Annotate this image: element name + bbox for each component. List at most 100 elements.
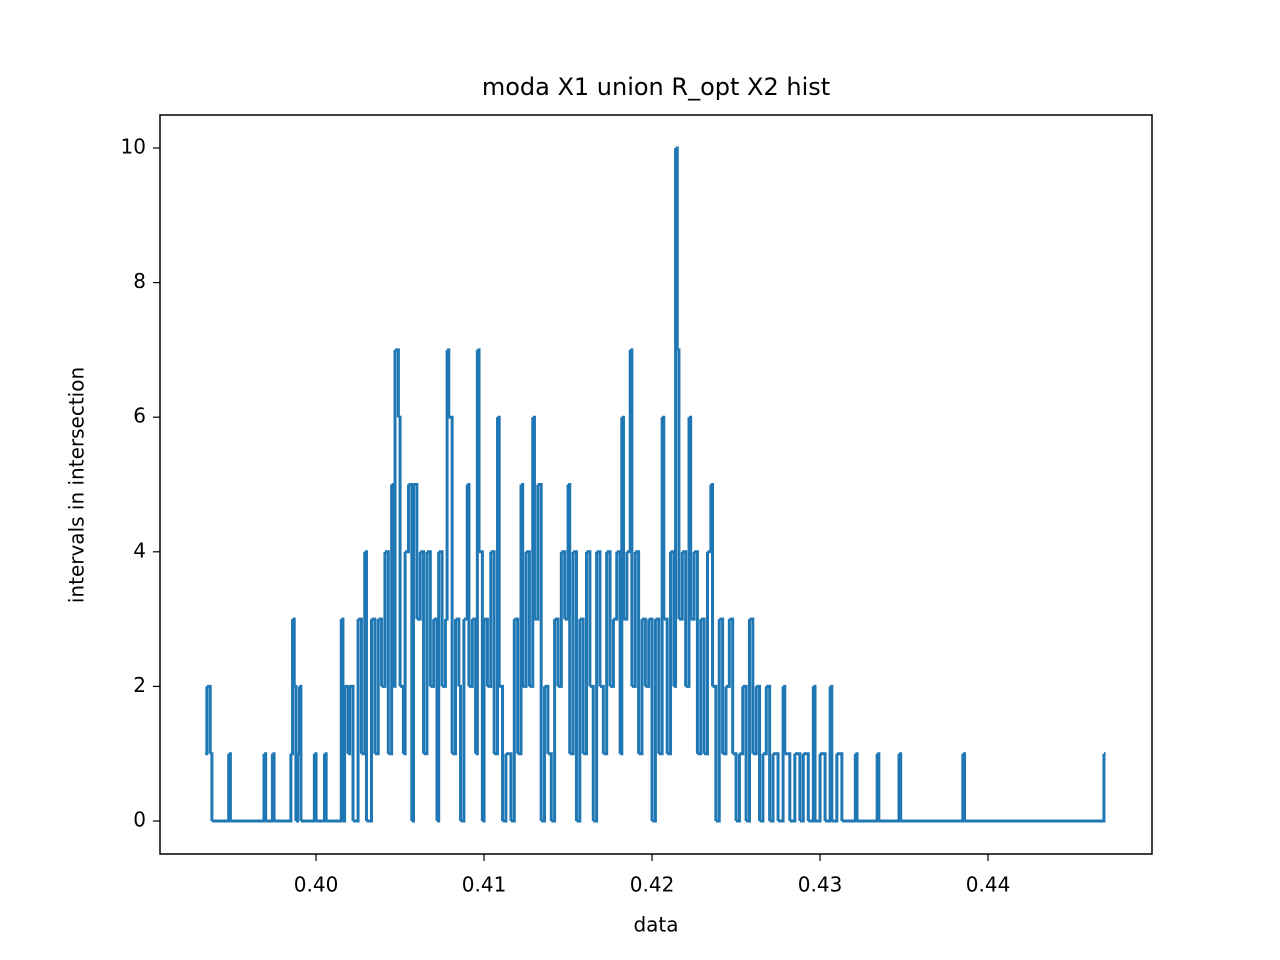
step-segment	[274, 753, 293, 823]
step-segment	[620, 417, 624, 756]
step-segment	[700, 617, 706, 754]
step-segment	[541, 686, 547, 823]
step-segment	[353, 619, 360, 823]
step-segment	[877, 752, 881, 822]
step-segment	[482, 619, 486, 823]
step-segment	[517, 484, 523, 756]
step-segment	[568, 483, 572, 754]
step-segment	[749, 617, 755, 754]
step-segment	[475, 349, 479, 756]
step-segment	[408, 483, 414, 822]
step-segment	[689, 415, 693, 620]
step-segment	[583, 551, 589, 756]
step-segment	[964, 753, 1106, 823]
step-segment	[808, 686, 815, 823]
step-segment	[430, 619, 436, 688]
step-segment	[715, 619, 721, 823]
step-segment	[388, 484, 394, 756]
step-segment	[769, 753, 775, 823]
step-segment	[645, 619, 651, 688]
step-segment	[742, 684, 748, 822]
step-segment	[694, 550, 699, 754]
step-segment	[499, 684, 505, 822]
chart-title: moda X1 union R_opt X2 hist	[482, 73, 830, 101]
step-segment	[564, 484, 570, 621]
step-segment	[759, 753, 765, 823]
x-tick-label: 0.44	[966, 873, 1011, 897]
step-segment	[655, 617, 661, 754]
step-segment	[426, 550, 432, 687]
step-segment	[416, 551, 422, 621]
x-axis-label: data	[633, 913, 678, 937]
step-segment	[794, 752, 802, 822]
step-segment	[613, 551, 619, 621]
step-segment	[521, 483, 525, 687]
step-segment	[467, 483, 471, 687]
step-segment	[472, 617, 478, 754]
step-segment	[690, 551, 696, 621]
step-segment	[712, 684, 718, 822]
step-segment	[732, 752, 738, 822]
step-segment	[815, 753, 822, 823]
step-segment	[526, 550, 531, 687]
step-segment	[547, 752, 553, 822]
step-segment	[366, 619, 374, 823]
step-segment	[206, 684, 212, 754]
step-segment	[364, 550, 368, 822]
axes-frame	[159, 114, 1153, 855]
step-segment	[551, 619, 557, 823]
step-segment	[413, 483, 419, 620]
step-segment	[710, 483, 715, 687]
step-segment	[573, 550, 578, 822]
step-segment	[623, 551, 629, 621]
step-segment	[569, 551, 575, 756]
step-segment	[825, 686, 832, 823]
step-segment	[534, 484, 540, 621]
step-segment	[358, 617, 363, 754]
step-segment	[433, 617, 439, 822]
step-segment	[497, 415, 501, 687]
step-segment	[297, 686, 301, 756]
step-segment	[455, 617, 461, 687]
step-segment	[610, 619, 615, 688]
step-segment	[658, 417, 664, 756]
step-segment	[490, 550, 496, 754]
step-segment	[295, 753, 300, 823]
step-segment	[494, 417, 499, 756]
step-segment	[641, 617, 647, 687]
step-segment	[593, 551, 599, 823]
step-segment	[442, 619, 447, 688]
step-segment	[403, 551, 407, 756]
step-segment	[391, 483, 395, 687]
step-segment	[697, 619, 703, 756]
step-segment	[962, 752, 967, 822]
step-segment	[704, 551, 709, 756]
step-segment	[719, 617, 725, 754]
step-segment	[514, 617, 520, 754]
step-segment	[635, 550, 641, 754]
step-segment	[463, 484, 469, 621]
step-segment	[487, 551, 493, 688]
step-segment	[342, 686, 347, 823]
plot-area	[205, 146, 1106, 823]
step-segment	[393, 349, 397, 688]
step-segment	[510, 619, 516, 823]
step-segment	[290, 619, 295, 756]
step-segment	[685, 417, 691, 688]
step-segment	[324, 752, 328, 822]
step-segment	[783, 684, 787, 754]
step-segment	[682, 550, 688, 687]
step-segment	[586, 550, 592, 687]
step-segment	[756, 684, 762, 822]
step-segment	[316, 753, 326, 823]
step-segment	[437, 551, 441, 823]
step-segment	[675, 146, 679, 350]
step-segment	[371, 617, 377, 754]
step-segment	[326, 619, 343, 823]
step-segment	[589, 684, 595, 822]
step-segment	[420, 550, 426, 754]
y-tick-label: 6	[133, 404, 146, 428]
step-segment	[621, 415, 625, 620]
step-segment	[468, 619, 474, 688]
